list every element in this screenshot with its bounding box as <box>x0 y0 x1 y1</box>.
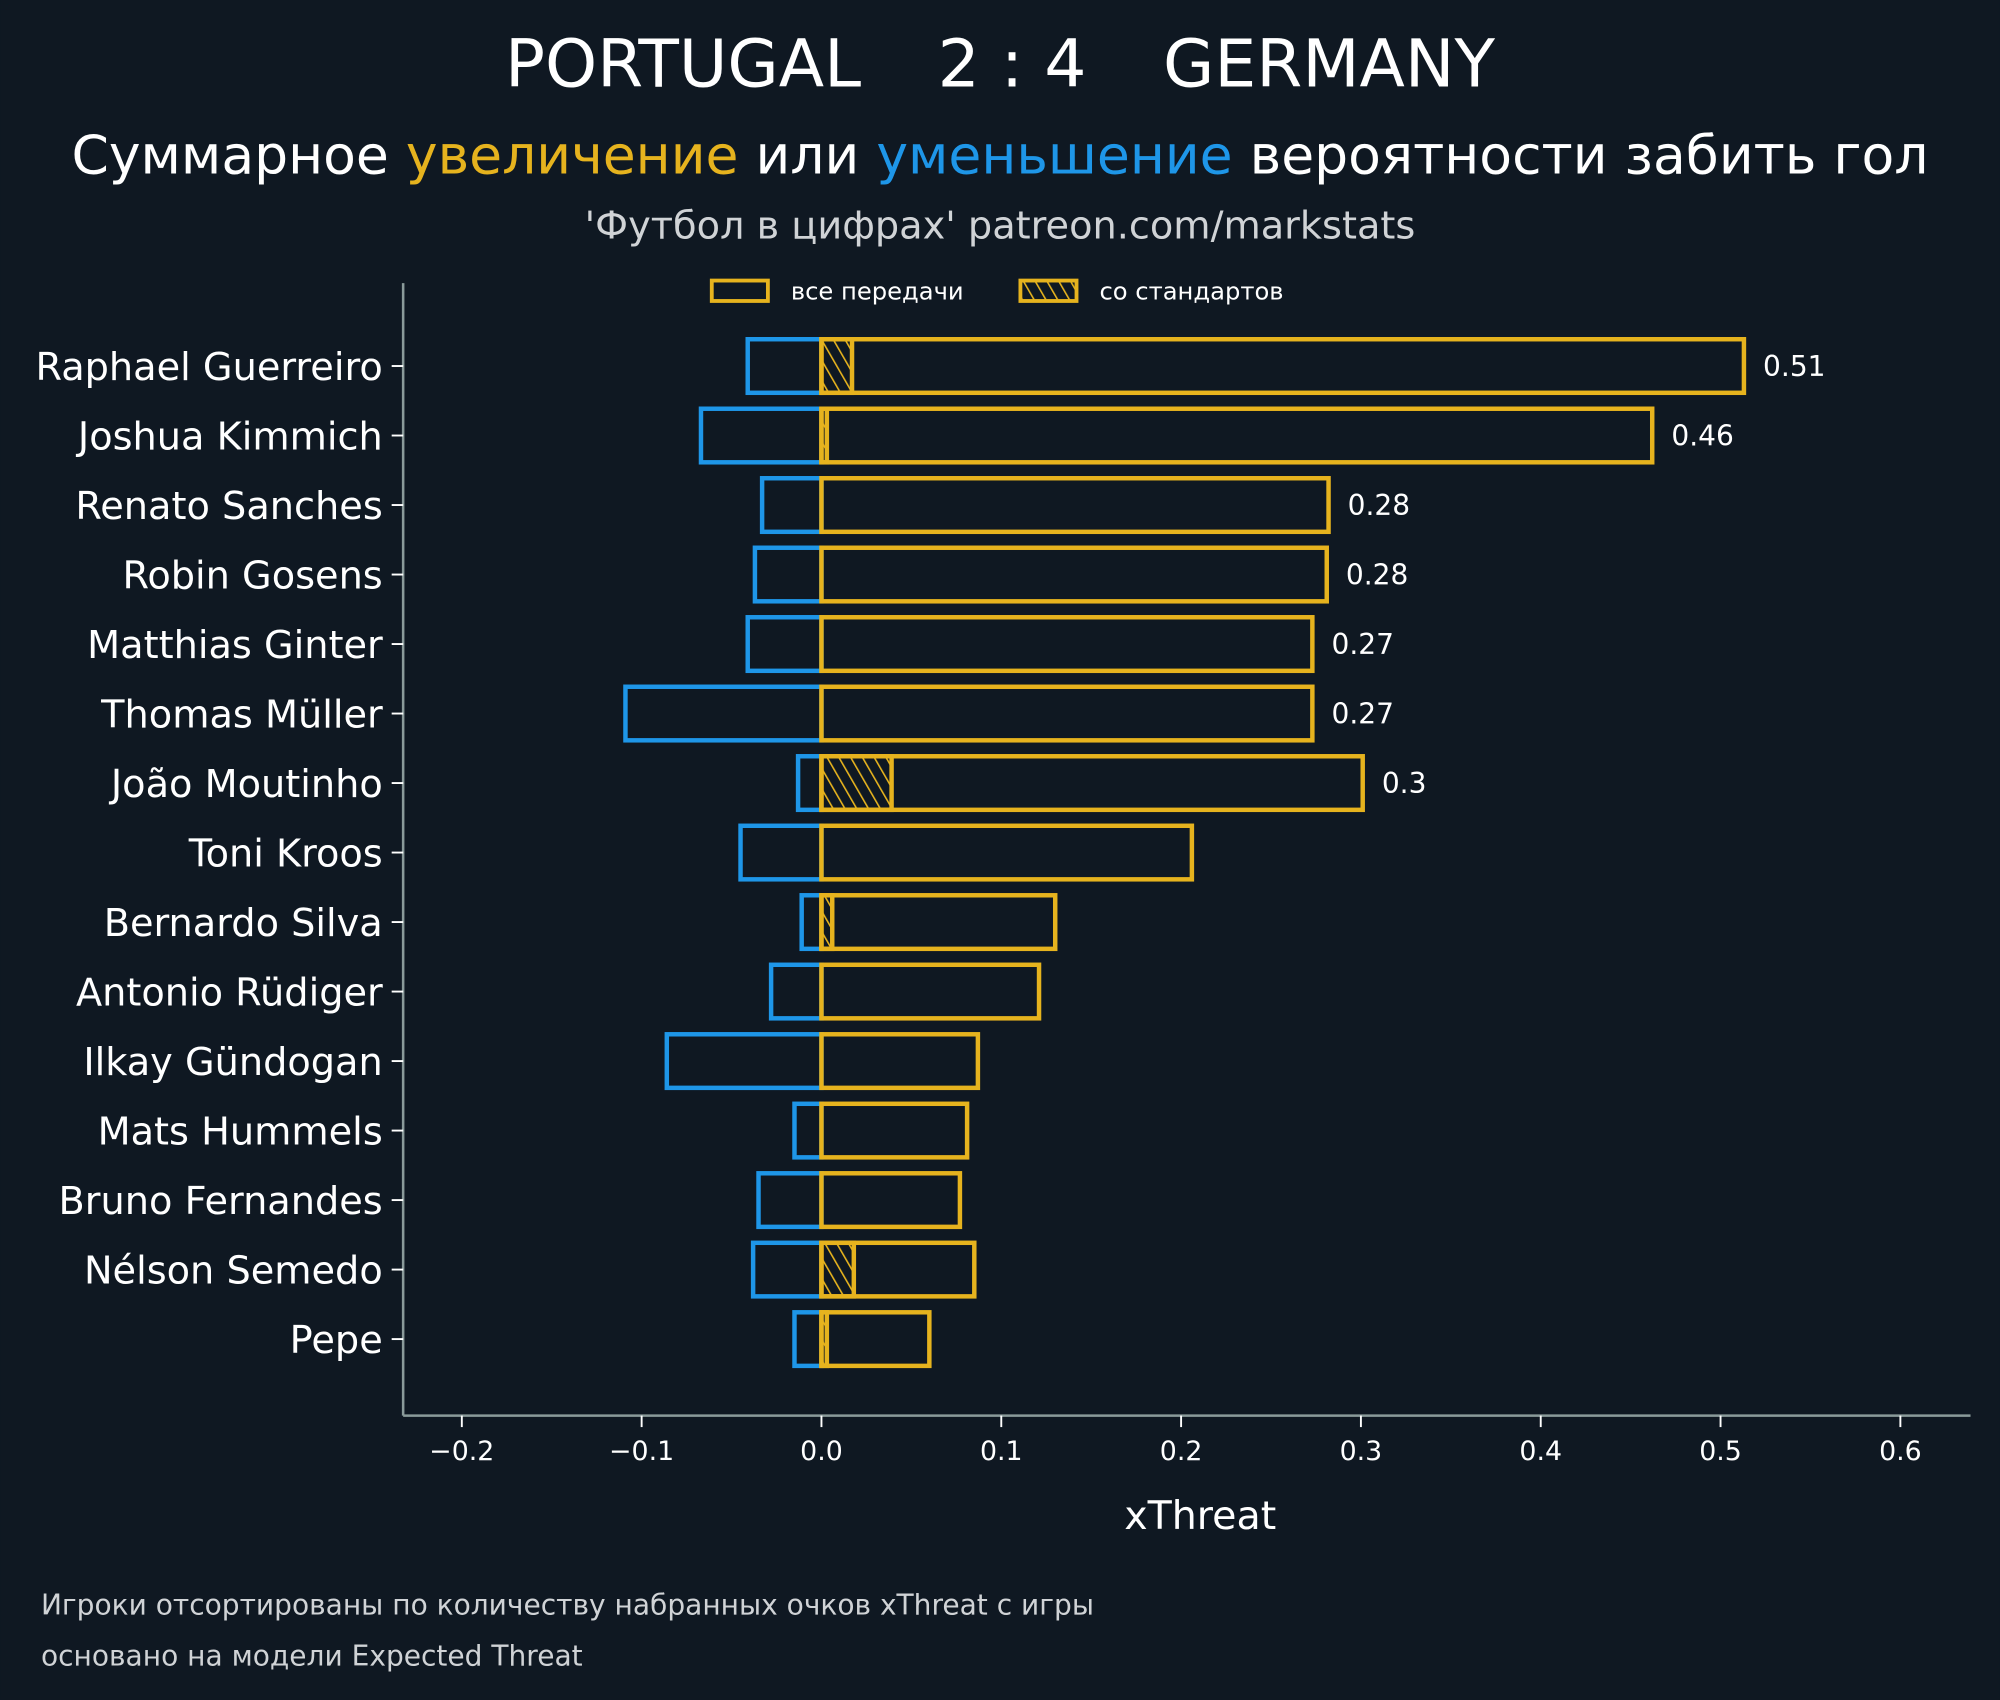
x-tick-label: 0.3 <box>1340 1436 1383 1467</box>
home-team: PORTUGAL <box>505 25 861 103</box>
legend-label-set-pieces: со стандартов <box>1099 278 1283 306</box>
x-tick-label: 0.4 <box>1519 1436 1562 1467</box>
y-tick-label: Robin Gosens <box>122 554 382 599</box>
value-label: 0.28 <box>1346 559 1408 592</box>
subtitle-part-0: Суммарное <box>71 123 405 186</box>
y-tick-label: Antonio Rüdiger <box>76 971 383 1016</box>
bar-increase <box>819 337 1747 396</box>
legend-swatch-all-passes <box>709 278 770 303</box>
y-tick-label: Matthias Ginter <box>87 623 383 668</box>
footer-note-2: основано на модели Expected Threat <box>41 1640 583 1673</box>
legend-label-all-passes: все передачи <box>791 278 964 306</box>
x-tick-label: −0.1 <box>609 1436 674 1467</box>
bar-increase <box>819 1101 970 1160</box>
value-labels: 0.51 0.46 0.28 0.28 0.27 0.27 0.3 <box>1331 350 1825 800</box>
x-tick-label: 0.0 <box>800 1436 843 1467</box>
y-tick-label: Thomas Müller <box>100 693 383 738</box>
bar-set-pieces <box>819 754 894 813</box>
x-tick-label: 0.5 <box>1699 1436 1742 1467</box>
bar-increase <box>819 684 1315 743</box>
bar-increase <box>819 754 1365 813</box>
subtitle-part-2: или <box>738 123 876 186</box>
y-tick-labels: Raphael Guerreiro Joshua Kimmich Renato Sa… <box>35 345 404 1363</box>
x-tick-label: 0.1 <box>980 1436 1023 1467</box>
bar-set-pieces <box>819 337 855 396</box>
bar-increase <box>819 962 1042 1021</box>
value-label: 0.27 <box>1331 698 1393 731</box>
value-label: 0.46 <box>1671 420 1733 453</box>
y-tick-label: Nélson Semedo <box>84 1249 383 1294</box>
score: 2 : 4 <box>938 25 1087 103</box>
value-label: 0.28 <box>1348 489 1410 522</box>
x-axis-label: xThreat <box>1124 1493 1276 1539</box>
y-tick-label: Joshua Kimmich <box>76 415 383 460</box>
y-tick-label: Toni Kroos <box>188 832 383 877</box>
x-tick-label: 0.6 <box>1879 1436 1922 1467</box>
y-tick-label: Bernardo Silva <box>104 901 383 946</box>
y-tick-label: Pepe <box>290 1318 383 1363</box>
value-label: 0.3 <box>1382 767 1427 800</box>
bar-increase <box>819 1171 963 1230</box>
legend: все передачи со стандартов <box>709 278 1284 306</box>
bar-increase <box>819 1240 977 1299</box>
bar-increase <box>819 823 1195 882</box>
x-tick-label: −0.2 <box>429 1436 494 1467</box>
bar-set-pieces <box>819 1240 857 1299</box>
bar-increase <box>819 1032 981 1091</box>
subtitle-part-3: уменьшение <box>876 123 1232 186</box>
bar-increase <box>819 545 1329 604</box>
match-title: PORTUGAL 2 : 4 GERMANY <box>505 25 1495 103</box>
subtitle-part-4: вероятности забить гол <box>1233 123 1929 186</box>
y-tick-label: Raphael Guerreiro <box>35 345 382 390</box>
y-tick-label: Renato Sanches <box>75 484 382 529</box>
bar-increase <box>819 893 1058 952</box>
bars-layer <box>623 337 1747 1369</box>
value-label: 0.27 <box>1331 628 1393 661</box>
bar-increase <box>819 476 1331 535</box>
y-tick-label: Ilkay Gündogan <box>83 1040 382 1085</box>
y-tick-label: Mats Hummels <box>98 1110 383 1155</box>
y-tick-label: João Moutinho <box>109 762 383 807</box>
bar-increase <box>819 615 1315 674</box>
value-label: 0.51 <box>1763 350 1825 383</box>
x-tick-label: 0.2 <box>1160 1436 1203 1467</box>
bar-increase <box>819 1310 932 1369</box>
y-tick-label: Bruno Fernandes <box>59 1179 383 1224</box>
subtitle: Суммарное увеличение или уменьшение веро… <box>71 123 1928 186</box>
bar-increase <box>819 406 1655 465</box>
subtitle-part-1: увеличение <box>406 123 739 186</box>
footer-note-1: Игроки отсортированы по количеству набра… <box>41 1589 1094 1622</box>
x-ticks: −0.2 −0.1 0.0 0.1 0.2 0.3 0.4 0.5 0.6 <box>429 1415 1922 1467</box>
away-team: GERMANY <box>1163 25 1495 103</box>
legend-swatch-set-pieces <box>1018 278 1079 303</box>
source-credit: 'Футбол в цифрах' patreon.com/markstats <box>585 203 1416 248</box>
